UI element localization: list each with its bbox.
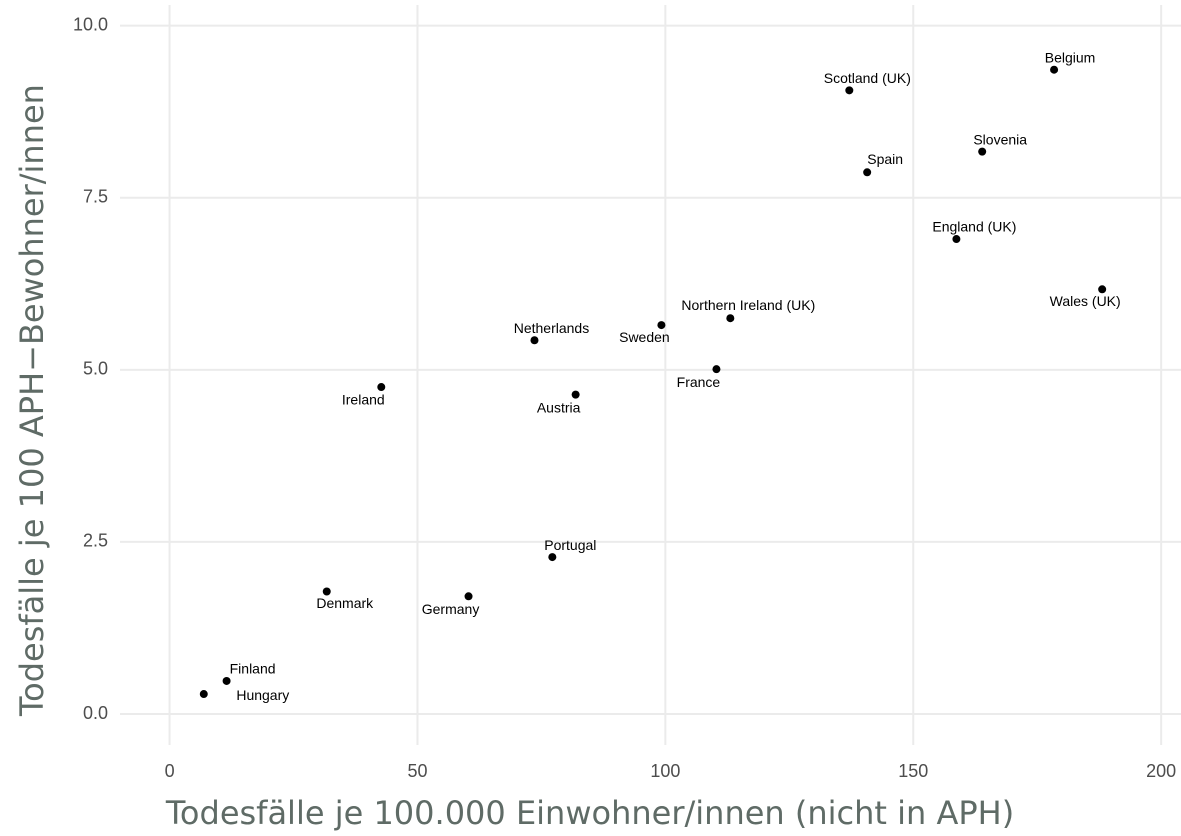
point-label: Sweden — [619, 329, 670, 345]
point — [548, 553, 557, 562]
x-tick-label: 100 — [650, 761, 680, 781]
x-tick-label: 50 — [407, 761, 427, 781]
point-label: Spain — [867, 151, 903, 167]
point — [322, 587, 331, 596]
point-label: Netherlands — [514, 320, 590, 336]
point-label: Northern Ireland (UK) — [681, 297, 815, 313]
point — [1098, 285, 1107, 294]
x-tick-label: 0 — [165, 761, 175, 781]
point — [657, 321, 666, 330]
point — [863, 168, 872, 177]
x-tick-label: 150 — [898, 761, 928, 781]
point-label: Denmark — [316, 595, 374, 611]
x-tick-label: 200 — [1146, 761, 1176, 781]
y-axis-label: Todesfälle je 100 APH−Bewohner/innen — [13, 84, 51, 717]
point — [377, 383, 386, 392]
point-label: Austria — [537, 399, 581, 415]
point — [1050, 65, 1059, 74]
point — [712, 365, 721, 374]
point — [571, 390, 580, 399]
point — [845, 86, 854, 95]
x-axis-label: Todesfälle je 100.000 Einwohner/innen (n… — [165, 794, 1014, 832]
y-tick-label: 2.5 — [83, 531, 108, 551]
y-tick-label: 0.0 — [83, 703, 108, 723]
point — [199, 690, 208, 699]
point-label: Belgium — [1045, 49, 1096, 65]
y-tick-label: 5.0 — [83, 359, 108, 379]
point-label: Ireland — [342, 392, 385, 408]
point — [726, 314, 735, 323]
point-label: Slovenia — [973, 131, 1027, 147]
point-label: France — [677, 374, 721, 390]
point-label: England (UK) — [932, 219, 1016, 235]
y-tick-label: 10.0 — [73, 14, 108, 34]
point — [222, 676, 231, 685]
point — [464, 592, 473, 601]
point-label: Portugal — [544, 537, 596, 553]
point-label: Scotland (UK) — [824, 70, 911, 86]
point — [978, 147, 987, 156]
point-label: Hungary — [236, 687, 289, 703]
point-label: Wales (UK) — [1050, 293, 1121, 309]
point — [952, 235, 961, 244]
point — [530, 336, 539, 345]
point-label: Finland — [230, 661, 276, 677]
point-label: Germany — [422, 601, 480, 617]
y-tick-label: 7.5 — [83, 186, 108, 206]
